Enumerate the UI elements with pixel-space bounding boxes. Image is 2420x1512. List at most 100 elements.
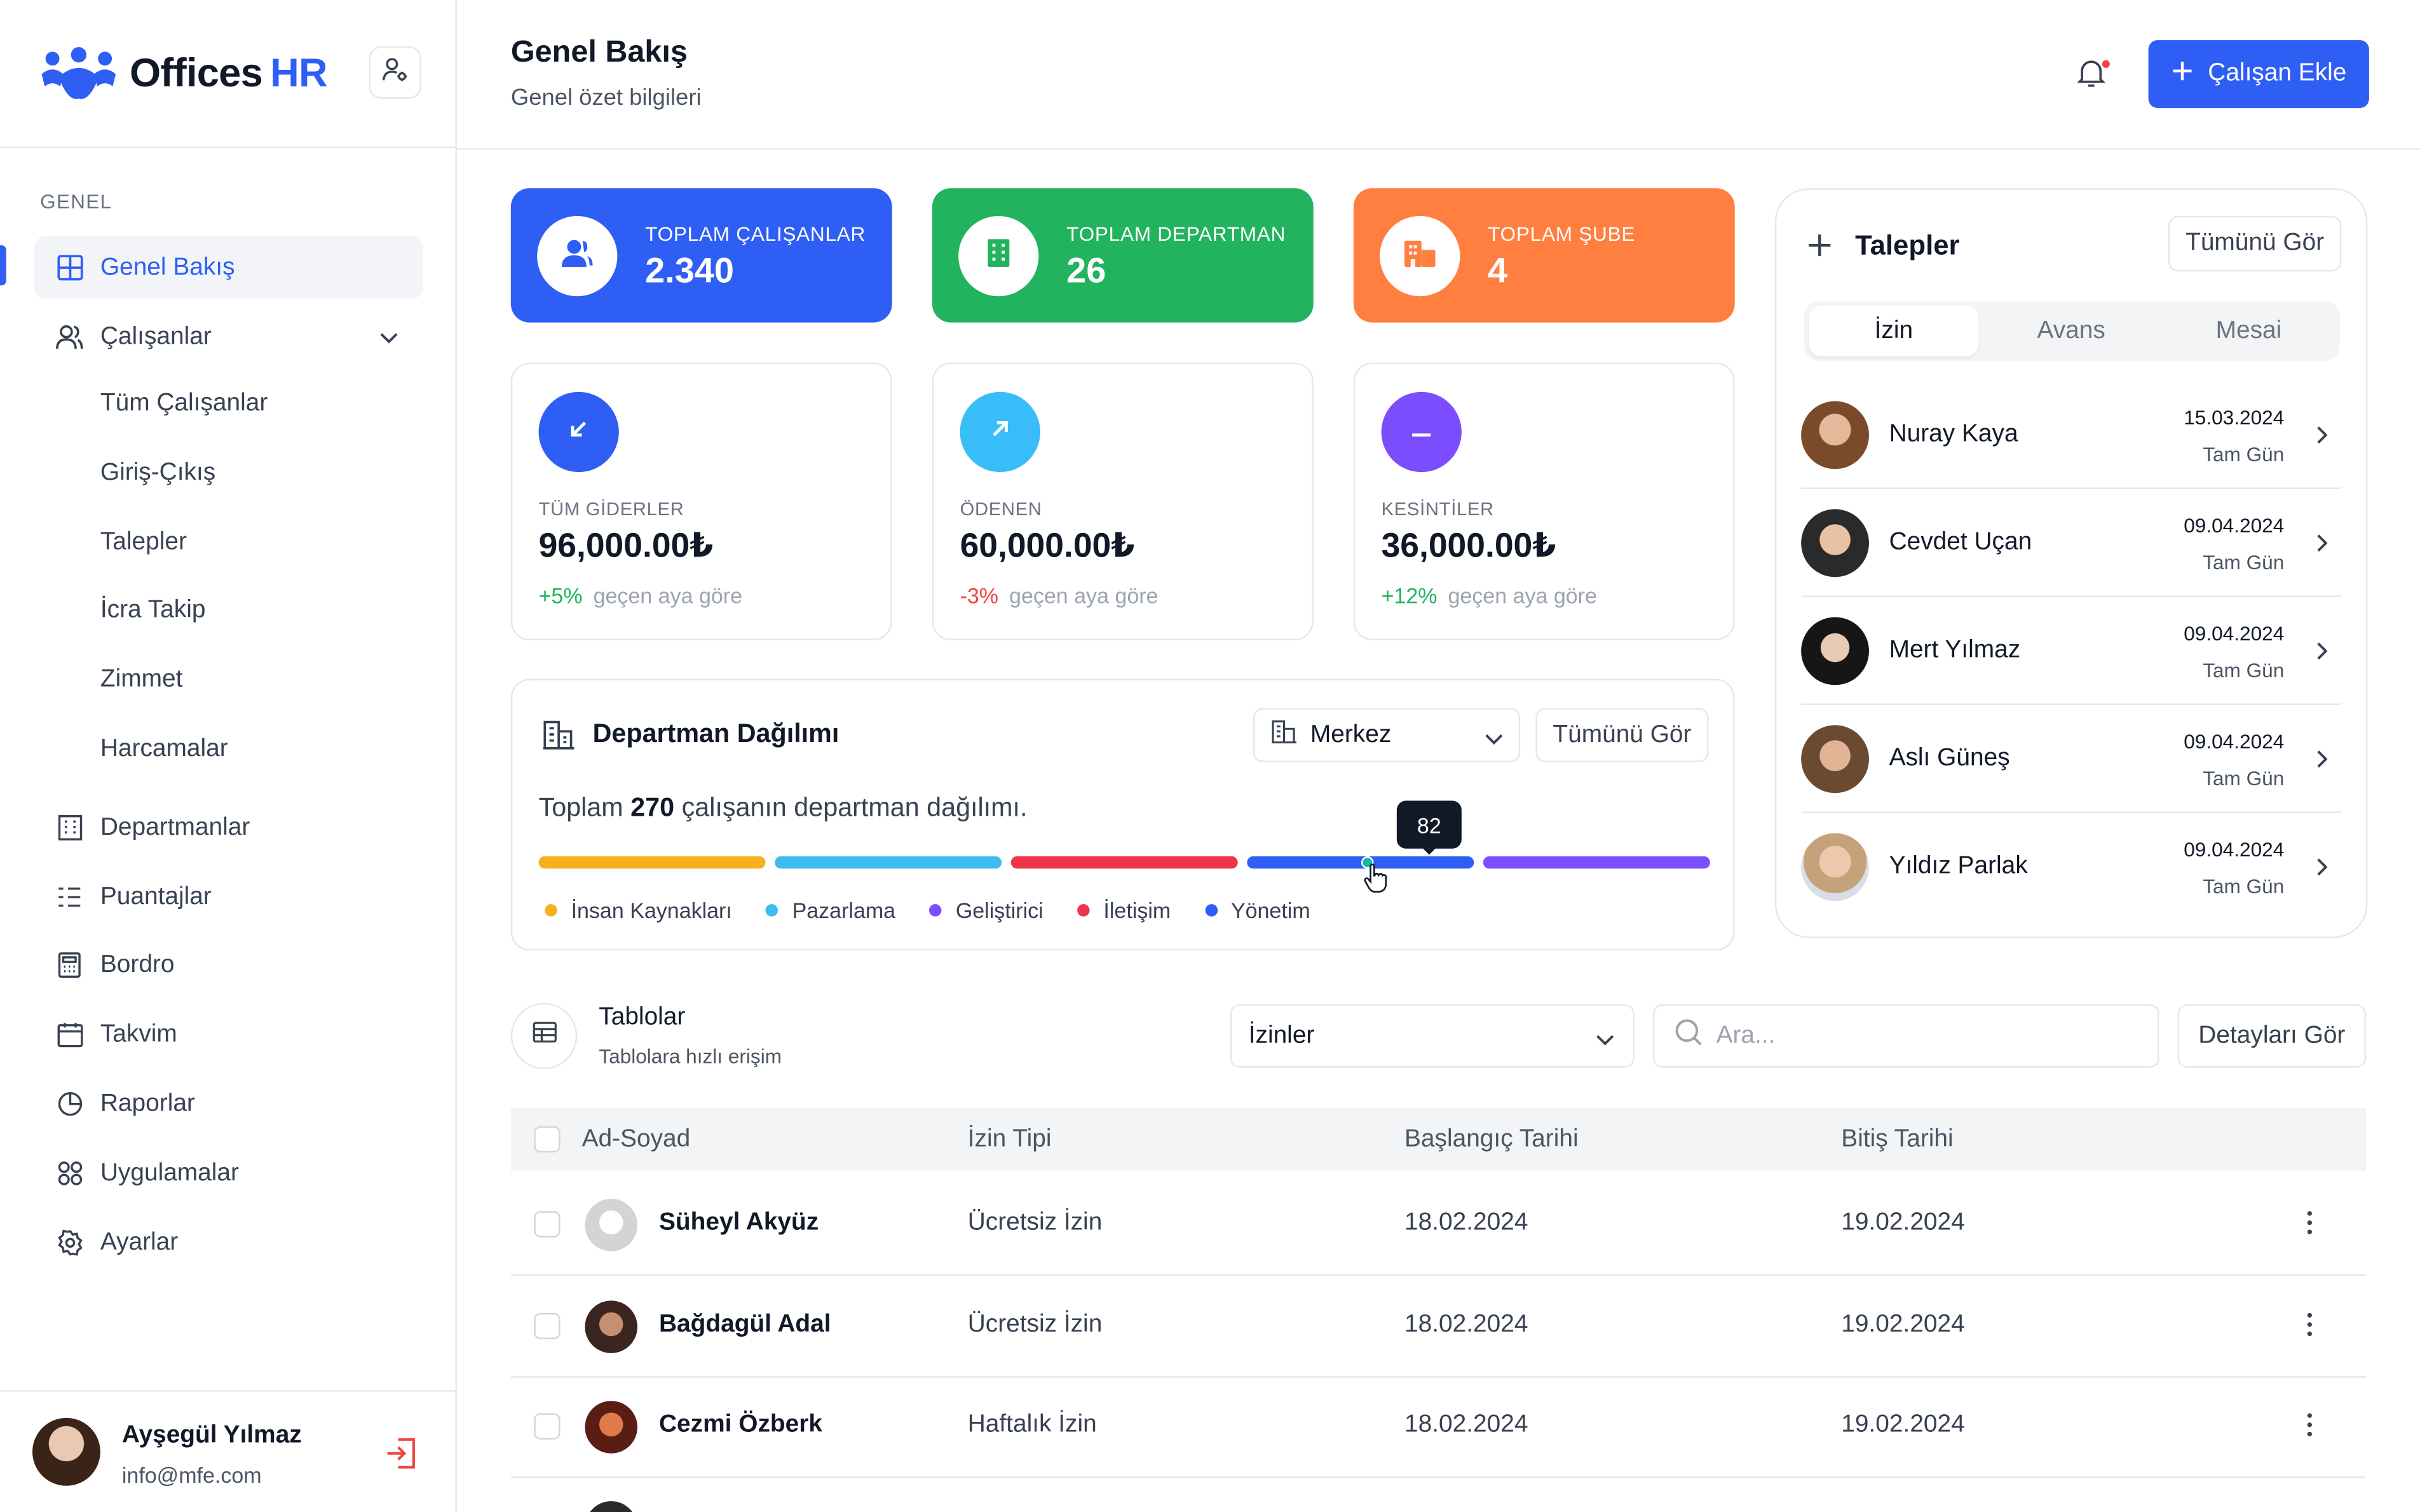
avatar bbox=[585, 1300, 637, 1353]
more-vertical-icon[interactable] bbox=[2307, 1211, 2314, 1239]
nav-item-timesheets[interactable]: Puantajlar bbox=[34, 865, 423, 929]
logo[interactable]: Offices HR bbox=[0, 0, 456, 149]
select-value: Merkez bbox=[1310, 721, 1392, 748]
details-button[interactable]: Detayları Gör bbox=[2177, 1004, 2366, 1068]
legend: İnsan Kaynakları Pazarlama Geliştirici İ… bbox=[545, 898, 1344, 922]
tab-advance[interactable]: Avans bbox=[2037, 317, 2105, 344]
request-item[interactable]: Yıldız Parlak 09.04.2024 Tam Gün bbox=[1801, 813, 2341, 921]
request-type: Tam Gün bbox=[2203, 767, 2285, 790]
request-item[interactable]: Nuray Kaya 15.03.2024 Tam Gün bbox=[1801, 381, 2342, 489]
nav-item-employees[interactable]: Çalışanlar bbox=[34, 306, 423, 369]
nav-item-departments[interactable]: Departmanlar bbox=[34, 796, 423, 860]
add-employee-label: Çalışan Ekle bbox=[2208, 60, 2347, 86]
row-checkbox[interactable] bbox=[534, 1413, 561, 1440]
chevron-down-icon bbox=[1596, 1026, 1614, 1054]
calculator-icon bbox=[55, 951, 83, 979]
nav-sub-all-employees[interactable]: Tüm Çalışanlar bbox=[100, 390, 268, 417]
request-item[interactable]: Mert Yılmaz 09.04.2024 Tam Gün bbox=[1801, 597, 2342, 705]
users-icon bbox=[561, 237, 594, 276]
request-type: Tam Gün bbox=[2203, 659, 2285, 682]
row-checkbox[interactable] bbox=[534, 1313, 561, 1339]
segment-tooltip: 82 bbox=[1396, 800, 1462, 849]
nav-item-apps[interactable]: Uygulamalar bbox=[34, 1142, 423, 1205]
nav-item-settings[interactable]: Ayarlar bbox=[34, 1211, 423, 1274]
row-checkbox[interactable] bbox=[534, 1211, 561, 1238]
request-date: 09.04.2024 bbox=[2184, 513, 2285, 537]
segment-management[interactable] bbox=[1247, 856, 1474, 869]
cell-name: Bağdagül Adal bbox=[659, 1311, 831, 1338]
building-icon bbox=[55, 814, 83, 842]
table-row[interactable] bbox=[511, 1476, 2366, 1512]
user-settings-button[interactable] bbox=[369, 46, 421, 99]
add-employee-button[interactable]: Çalışan Ekle bbox=[2148, 40, 2369, 109]
request-name: Yıldız Parlak bbox=[1889, 853, 2028, 880]
bell-icon[interactable] bbox=[2077, 57, 2106, 96]
search-input[interactable] bbox=[1716, 1022, 2118, 1050]
nav-sub-assets[interactable]: Zimmet bbox=[100, 666, 183, 693]
nav-label: Uygulamalar bbox=[100, 1159, 239, 1186]
legend-item: İnsan Kaynakları bbox=[545, 898, 732, 922]
requests-panel: Talepler Tümünü Gör İzin Avans Mesai Nur… bbox=[1774, 188, 2368, 938]
chevron-right-icon bbox=[2316, 748, 2328, 776]
branch-select[interactable]: Merkez bbox=[1253, 708, 1521, 762]
finance-card-expenses[interactable]: TÜM GİDERLER 96,000.00₺ +5% geçen aya gör… bbox=[510, 362, 892, 640]
current-user: Ayşegül Yılmaz info@mfe.com bbox=[0, 1390, 457, 1512]
column-header[interactable]: İzin Tipi bbox=[967, 1126, 1052, 1153]
legend-item: Yönetim bbox=[1204, 898, 1310, 922]
segment-developer[interactable] bbox=[1483, 856, 1710, 869]
table-row[interactable]: Bağdagül Adal Ücretsiz İzin 18.02.2024 1… bbox=[510, 1276, 2366, 1378]
nav-label: Ayarlar bbox=[100, 1229, 179, 1255]
request-item[interactable]: Cevdet Uçan 09.04.2024 Tam Gün bbox=[1801, 489, 2342, 597]
legend-dot bbox=[766, 904, 778, 917]
legend-dot bbox=[1204, 904, 1218, 917]
column-header[interactable]: Ad-Soyad bbox=[581, 1126, 691, 1153]
finance-card-paid[interactable]: ÖDENEN 60,000.00₺ -3% geçen aya göre bbox=[932, 362, 1314, 640]
table-select[interactable]: İzinler bbox=[1230, 1004, 1635, 1068]
request-name: Nuray Kaya bbox=[1889, 421, 2018, 448]
tab-overtime[interactable]: Mesai bbox=[2215, 317, 2282, 344]
nav-label: Bordro bbox=[100, 951, 175, 978]
change-compare: geçen aya göre bbox=[1448, 583, 1597, 608]
table-row[interactable]: Cezmi Özberk Haftalık İzin 18.02.2024 19… bbox=[510, 1376, 2366, 1478]
chevron-right-icon bbox=[2316, 640, 2328, 668]
request-item[interactable]: Aslı Güneş 09.04.2024 Tam Gün bbox=[1801, 705, 2342, 813]
stat-card-branches[interactable]: TOPLAM ŞUBE 4 bbox=[1353, 188, 1735, 323]
chevron-right-icon bbox=[2316, 532, 2328, 560]
segment-marketing[interactable] bbox=[775, 856, 1002, 869]
nav-item-calendar[interactable]: Takvim bbox=[34, 1003, 423, 1067]
column-header[interactable]: Başlangıç Tarihi bbox=[1404, 1126, 1579, 1153]
logout-icon[interactable] bbox=[386, 1436, 417, 1478]
nav-item-payroll[interactable]: Bordro bbox=[34, 933, 423, 997]
user-name: Ayşegül Yılmaz bbox=[121, 1422, 302, 1449]
segment-hr[interactable] bbox=[538, 856, 766, 869]
select-all-checkbox[interactable] bbox=[534, 1126, 561, 1153]
arrow-down-left-icon bbox=[568, 417, 590, 447]
nav-item-overview[interactable]: Genel Bakış bbox=[34, 236, 423, 300]
nav-sub-expenses[interactable]: Harcamalar bbox=[100, 736, 228, 762]
cell-type: Ücretsiz İzin bbox=[967, 1210, 1103, 1236]
more-vertical-icon[interactable] bbox=[2307, 1313, 2314, 1341]
cell-start: 18.02.2024 bbox=[1404, 1412, 1528, 1438]
nav-item-reports[interactable]: Raporlar bbox=[34, 1072, 423, 1136]
nav-sub-requests[interactable]: Talepler bbox=[100, 529, 187, 556]
finance-card-deductions[interactable]: KESİNTİLER 36,000.00₺ +12% geçen aya göre bbox=[1353, 362, 1735, 640]
stat-card-employees[interactable]: TOPLAM ÇALIŞANLAR 2.340 bbox=[510, 188, 892, 323]
nav-sub-check-in-out[interactable]: Giriş-Çıkış bbox=[100, 459, 216, 486]
more-vertical-icon[interactable] bbox=[2307, 1413, 2314, 1441]
tab-leave[interactable]: İzin bbox=[1809, 305, 1979, 356]
request-date: 15.03.2024 bbox=[2184, 405, 2285, 429]
table-row[interactable]: Süheyl Akyüz Ücretsiz İzin 18.02.2024 19… bbox=[510, 1174, 2366, 1276]
change-percent: +12% bbox=[1381, 583, 1438, 608]
view-all-button[interactable]: Tümünü Gör bbox=[1535, 708, 1709, 762]
active-indicator bbox=[0, 245, 6, 286]
avatar[interactable] bbox=[32, 1417, 100, 1486]
segment-communication[interactable] bbox=[1010, 856, 1238, 869]
plus-icon[interactable] bbox=[1807, 233, 1832, 266]
avatar bbox=[585, 1199, 637, 1252]
column-header[interactable]: Bitiş Tarihi bbox=[1841, 1126, 1954, 1153]
view-all-button[interactable]: Tümünü Gör bbox=[2168, 216, 2342, 272]
branch-icon bbox=[1403, 237, 1437, 276]
stat-card-departments[interactable]: TOPLAM DEPARTMAN 26 bbox=[932, 188, 1314, 323]
nav-sub-enforcement[interactable]: İcra Takip bbox=[100, 597, 206, 624]
arrow-up-right-icon bbox=[989, 417, 1011, 447]
